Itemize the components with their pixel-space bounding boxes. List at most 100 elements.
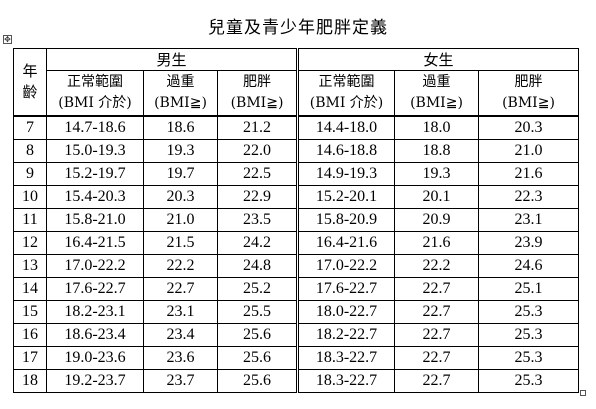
- bmi-table: 年 齡 男生 女生 正常範圍 (BMI 介於) 過重 (BMI≧) 肥胖 (BM…: [13, 48, 579, 393]
- female-header: 女生: [296, 48, 579, 71]
- table-row: 11 15.8-21.0 21.0 23.5 15.8-20.9 20.9 23.1: [13, 208, 579, 232]
- female-obese-cell: 25.1: [478, 277, 579, 301]
- female-normal-cell: 18.3-22.7: [296, 369, 395, 393]
- table-move-handle-icon[interactable]: ✥: [3, 35, 12, 44]
- female-obese-cell: 21.0: [478, 139, 579, 163]
- female-overweight-cell: 22.7: [394, 369, 479, 393]
- male-normal-cell: 17.6-22.7: [46, 277, 144, 301]
- header-row-gender: 年 齡 男生 女生: [13, 48, 579, 117]
- female-normal-cell: 14.4-18.0: [296, 115, 395, 140]
- table-row: 17 19.0-23.6 23.6 25.6 18.3-22.7 22.7 25.3: [13, 346, 579, 370]
- table-row: 18 19.2-23.7 23.7 25.6 18.3-22.7 22.7 25.3: [13, 369, 579, 393]
- female-overweight-cell: 20.1: [394, 185, 479, 209]
- table-row: 9 15.2-19.7 19.7 22.5 14.9-19.3 19.3 21.6: [13, 162, 579, 186]
- age-cell: 14: [13, 277, 47, 301]
- female-overweight-cell: 20.9: [394, 208, 479, 232]
- male-normal-cell: 19.0-23.6: [46, 346, 144, 370]
- male-normal-header: 正常範圍 (BMI 介於): [46, 70, 144, 117]
- male-normal-cell: 16.4-21.5: [46, 231, 144, 255]
- table-row: 8 15.0-19.3 19.3 22.0 14.6-18.8 18.8 21.0: [13, 139, 579, 163]
- male-overweight-cell: 22.7: [143, 277, 218, 301]
- age-cell: 12: [13, 231, 47, 255]
- age-cell: 8: [13, 139, 47, 163]
- female-overweight-header: 過重 (BMI≧): [394, 70, 479, 117]
- female-normal-cell: 14.9-19.3: [296, 162, 395, 186]
- age-header-line2: 齡: [22, 83, 38, 101]
- male-overweight-cell: 20.3: [143, 185, 218, 209]
- male-normal-cell: 15.0-19.3: [46, 139, 144, 163]
- male-obese-cell: 21.2: [217, 115, 298, 140]
- female-obese-cell: 25.3: [478, 300, 579, 324]
- table-row: 12 16.4-21.5 21.5 24.2 16.4-21.6 21.6 23.9: [13, 231, 579, 255]
- age-cell: 7: [13, 115, 47, 140]
- female-overweight-cell: 22.7: [394, 323, 479, 347]
- age-cell: 17: [13, 346, 47, 370]
- table-row: 10 15.4-20.3 20.3 22.9 15.2-20.1 20.1 22.3: [13, 185, 579, 209]
- male-obese-cell: 24.2: [217, 231, 298, 255]
- table-row: 15 18.2-23.1 23.1 25.5 18.0-22.7 22.7 25.3: [13, 300, 579, 324]
- female-overweight-cell: 22.2: [394, 254, 479, 278]
- age-cell: 10: [13, 185, 47, 209]
- male-overweight-cell: 18.6: [143, 115, 218, 140]
- male-normal-header-line1: 正常範圍: [67, 74, 123, 90]
- female-obese-cell: 22.3: [478, 185, 579, 209]
- female-obese-cell: 23.9: [478, 231, 579, 255]
- female-overweight-header-line2: (BMI≧): [410, 95, 463, 111]
- female-obese-cell: 25.3: [478, 346, 579, 370]
- female-overweight-cell: 21.6: [394, 231, 479, 255]
- male-normal-cell: 17.0-22.2: [46, 254, 144, 278]
- table-row: 14 17.6-22.7 22.7 25.2 17.6-22.7 22.7 25.1: [13, 277, 579, 301]
- male-obese-cell: 25.6: [217, 369, 298, 393]
- male-overweight-header-line1: 過重: [166, 74, 195, 90]
- female-normal-cell: 15.8-20.9: [296, 208, 395, 232]
- female-obese-header: 肥胖 (BMI≧): [478, 70, 579, 117]
- female-normal-cell: 18.2-22.7: [296, 323, 395, 347]
- age-cell: 16: [13, 323, 47, 347]
- table-row: 7 14.7-18.6 18.6 21.2 14.4-18.0 18.0 20.3: [13, 115, 579, 140]
- female-normal-header: 正常範圍 (BMI 介於): [296, 70, 395, 117]
- age-header-line1: 年: [22, 62, 38, 80]
- female-normal-cell: 15.2-20.1: [296, 185, 395, 209]
- female-overweight-cell: 22.7: [394, 277, 479, 301]
- male-normal-cell: 18.2-23.1: [46, 300, 144, 324]
- male-obese-cell: 23.5: [217, 208, 298, 232]
- female-obese-cell: 23.1: [478, 208, 579, 232]
- female-normal-header-line2: (BMI 介於): [309, 95, 384, 111]
- male-overweight-cell: 23.6: [143, 346, 218, 370]
- age-cell: 18: [13, 369, 47, 393]
- male-obese-cell: 24.8: [217, 254, 298, 278]
- male-overweight-header-line2: (BMI≧): [154, 95, 207, 111]
- female-normal-cell: 17.0-22.2: [296, 254, 395, 278]
- document-title: 兒童及青少年肥胖定義: [208, 18, 388, 38]
- male-normal-header-line2: (BMI 介於): [58, 95, 132, 111]
- male-obese-cell: 22.5: [217, 162, 298, 186]
- table-resize-handle-icon[interactable]: [580, 390, 586, 396]
- female-obese-header-line1: 肥胖: [514, 74, 543, 90]
- female-obese-cell: 25.3: [478, 369, 579, 393]
- male-obese-header: 肥胖 (BMI≧): [217, 70, 298, 117]
- female-obese-cell: 21.6: [478, 162, 579, 186]
- male-normal-cell: 15.8-21.0: [46, 208, 144, 232]
- male-obese-cell: 25.5: [217, 300, 298, 324]
- age-cell: 13: [13, 254, 47, 278]
- male-overweight-cell: 22.2: [143, 254, 218, 278]
- female-normal-cell: 16.4-21.6: [296, 231, 395, 255]
- female-normal-cell: 18.3-22.7: [296, 346, 395, 370]
- male-header: 男生: [46, 48, 298, 71]
- male-obese-header-line2: (BMI≧): [230, 95, 284, 111]
- male-overweight-cell: 23.1: [143, 300, 218, 324]
- age-cell: 11: [13, 208, 47, 232]
- male-obese-cell: 22.9: [217, 185, 298, 209]
- male-obese-cell: 25.6: [217, 346, 298, 370]
- table-row: 16 18.6-23.4 23.4 25.6 18.2-22.7 22.7 25.3: [13, 323, 579, 347]
- female-normal-header-line1: 正常範圍: [318, 74, 375, 90]
- female-obese-cell: 25.3: [478, 323, 579, 347]
- female-overweight-cell: 18.0: [394, 115, 479, 140]
- female-normal-cell: 14.6-18.8: [296, 139, 395, 163]
- male-obese-cell: 25.6: [217, 323, 298, 347]
- female-overweight-cell: 22.7: [394, 300, 479, 324]
- table-row: 13 17.0-22.2 22.2 24.8 17.0-22.2 22.2 24.6: [13, 254, 579, 278]
- male-normal-cell: 15.4-20.3: [46, 185, 144, 209]
- male-normal-cell: 18.6-23.4: [46, 323, 144, 347]
- male-obese-cell: 25.2: [217, 277, 298, 301]
